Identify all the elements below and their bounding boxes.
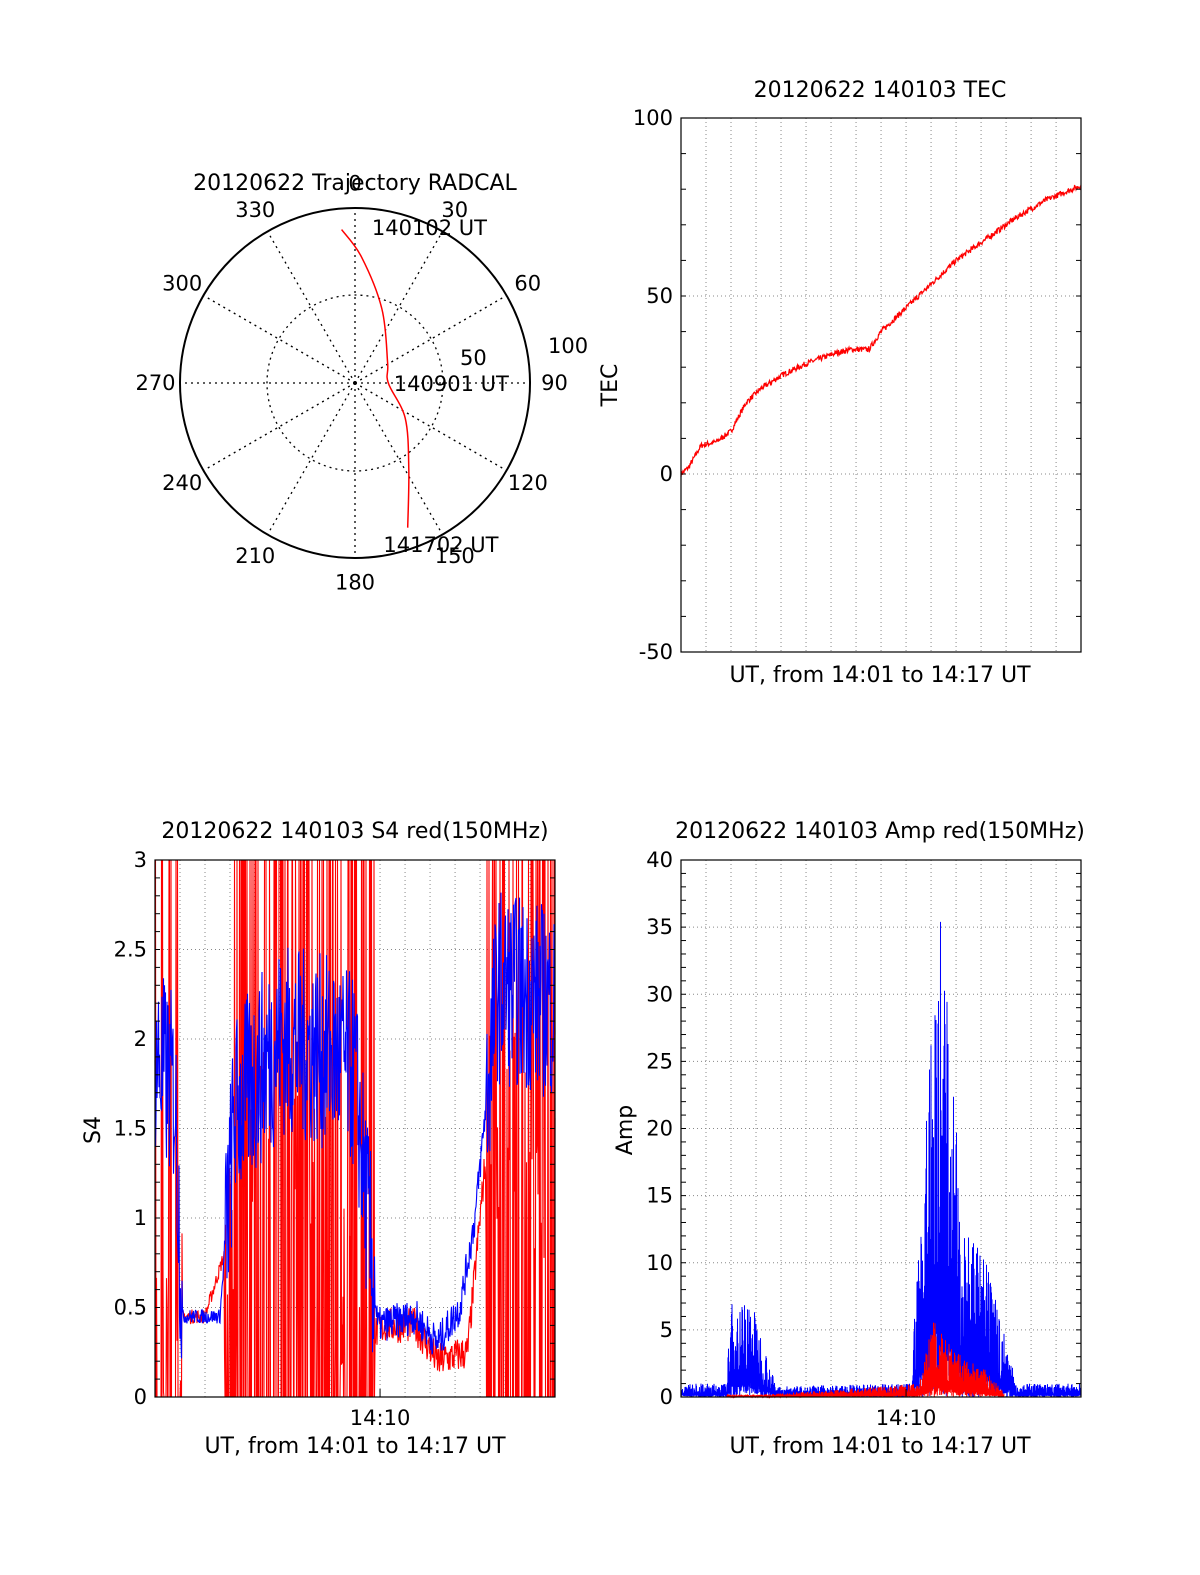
plot-frame [680,117,1082,653]
x-tick-label: 14:10 [876,1406,937,1430]
amp-chart: 20120622 140103 Amp red(150MHz) 0 5 10 15 20… [613,819,1085,1459]
y-tick-label: -50 [639,640,673,664]
y-tick-label: 25 [646,1049,673,1073]
polar-angle-labels: 0 30 60 90 120 150 180 210 240 270 300 330 [135,172,567,595]
polar-spoke [203,294,356,384]
y-tick-label: 0.5 [114,1296,147,1320]
y-tick-label: 3 [134,848,147,872]
series-line [680,184,1082,477]
polar-spoke [354,231,444,384]
x-axis: 14:10 [350,1389,411,1430]
angle-tick-label: 270 [135,371,175,395]
angle-tick-label: 150 [435,544,475,568]
y-tick-label: 30 [646,982,673,1006]
series-group [680,921,1082,1399]
y-tick-label: 40 [646,848,673,872]
x-axis-label: UT, from 14:01 to 14:17 UT [729,663,1031,688]
grid [681,859,1081,1398]
y-axis-label: Amp [613,1105,638,1155]
angle-tick-label: 330 [235,198,275,222]
y-axis: 0 5 10 15 20 25 30 35 40 [646,848,1081,1409]
x-tick-label: 14:10 [350,1406,411,1430]
polar-spoke [266,382,356,535]
angle-tick-label: 240 [162,471,202,495]
chart-title: 20120622 140103 S4 red(150MHz) [161,819,548,844]
y-axis-label: TEC [598,364,623,408]
x-axis-label: UT, from 14:01 to 14:17 UT [204,1434,506,1459]
polar-spoke [203,382,356,472]
series-line [154,892,556,1359]
radial-tick-label: 100 [548,334,588,358]
angle-tick-label: 180 [335,571,375,595]
series-line [680,921,1082,1398]
y-tick-label: 0 [660,462,673,486]
angle-tick-label: 90 [541,371,568,395]
radial-tick-label: 50 [460,346,487,370]
chart-title: 20120622 140103 TEC [754,78,1007,103]
trajectory-polar-chart: 20120622 Trajectory RADCAL 0 30 60 90 120 150… [135,171,588,595]
y-tick-label: 10 [646,1251,673,1275]
y-tick-label: 2 [134,1027,147,1051]
polar-grid-circle [266,294,444,472]
polar-spoke [354,382,507,472]
trajectory-line [340,229,410,528]
y-tick-label: 15 [646,1184,673,1208]
trajectory-annotation: 141702 UT [383,533,498,557]
trajectory-annotation: 140102 UT [372,216,487,240]
y-tick-label: 1.5 [114,1117,147,1141]
y-tick-label: 50 [646,284,673,308]
angle-tick-label: 210 [235,544,275,568]
angle-tick-label: 60 [514,271,541,295]
y-tick-label: 5 [660,1318,673,1342]
x-axis: 14:10 [876,1389,937,1430]
y-axis: -50 0 50 100 [633,106,1081,664]
y-tick-label: 100 [633,106,673,130]
polar-spoke [354,382,444,535]
y-tick-label: 0 [134,1385,147,1409]
angle-tick-label: 0 [348,172,361,196]
grid [681,117,1081,653]
y-tick-label: 2.5 [114,938,147,962]
polar-spoke [354,294,507,384]
angle-tick-label: 30 [441,198,468,222]
y-tick-label: 20 [646,1117,673,1141]
angle-tick-label: 120 [508,471,548,495]
x-axis-label: UT, from 14:01 to 14:17 UT [729,1434,1031,1459]
series-group [680,184,1082,477]
s4-chart: 20120622 140103 S4 red(150MHz) 0 0.5 1 1.5 2… [81,819,556,1459]
trajectory-annotation: 140901 UT [394,372,509,396]
y-tick-label: 35 [646,915,673,939]
y-axis-label: S4 [81,1116,106,1144]
chart-title: 20120622 Trajectory RADCAL [193,171,517,196]
polar-spoke [266,231,356,384]
polar-spokes [180,208,530,558]
y-axis: 0 0.5 1 1.5 2 2.5 3 [114,848,555,1409]
chart-title: 20120622 140103 Amp red(150MHz) [675,819,1085,844]
y-tick-label: 1 [134,1206,147,1230]
tec-chart: 20120622 140103 TEC -50 0 50 100 UT, from 1… [598,78,1082,688]
angle-tick-label: 300 [162,271,202,295]
y-tick-label: 0 [660,1385,673,1409]
